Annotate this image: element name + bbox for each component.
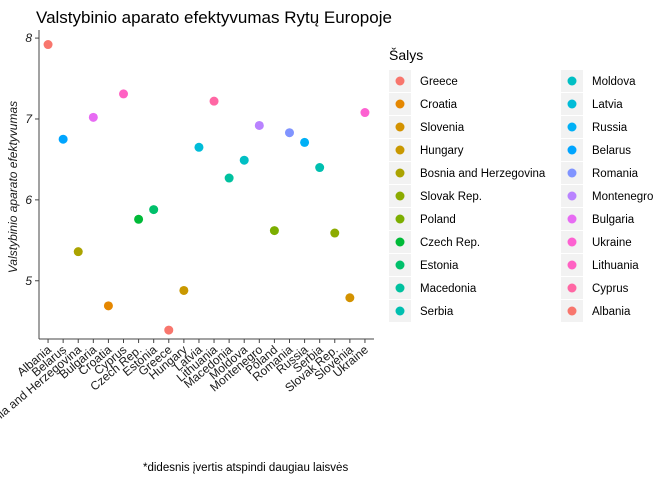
legend-label: Romania: [592, 168, 639, 180]
data-point: [194, 142, 204, 152]
legend-label: Greece: [420, 76, 458, 88]
data-point: [360, 108, 370, 118]
data-point: [88, 112, 98, 122]
data-point: [330, 228, 340, 238]
y-tick-label: 8: [25, 31, 32, 45]
legend-swatch: [567, 306, 577, 316]
legend-label: Bosnia and Herzegovina: [420, 168, 546, 180]
legend-label: Belarus: [592, 145, 631, 157]
data-point: [224, 173, 234, 183]
data-point: [284, 128, 294, 138]
data-point: [315, 163, 325, 173]
legend-swatch: [395, 99, 405, 109]
legend-label: Estonia: [420, 260, 459, 272]
legend-label: Macedonia: [420, 283, 477, 295]
y-tick-label: 7: [25, 112, 33, 126]
legend-label: Croatia: [420, 99, 458, 111]
legend-label: Montenegro: [592, 191, 653, 203]
legend-swatch: [395, 168, 405, 178]
data-point: [134, 214, 144, 224]
legend-swatch: [567, 191, 577, 201]
data-point: [149, 205, 159, 215]
data-point: [164, 325, 174, 335]
legend-swatch: [395, 145, 405, 155]
chart-caption: *didesnis įvertis atspindi daugiau laisv…: [143, 462, 348, 474]
legend-swatch: [395, 214, 405, 224]
data-point: [58, 134, 68, 144]
chart-title: Valstybinio aparato efektyvumas Rytų Eur…: [36, 8, 392, 27]
legend-swatch: [395, 306, 405, 316]
legend-swatch: [395, 191, 405, 201]
legend-swatch: [567, 122, 577, 132]
legend-label: Slovak Rep.: [420, 191, 482, 203]
legend-swatch: [567, 76, 577, 86]
data-point: [103, 301, 113, 311]
legend-title: Šalys: [389, 47, 423, 63]
legend-label: Poland: [420, 214, 456, 226]
legend-label: Slovenia: [420, 122, 465, 134]
data-point: [254, 120, 264, 130]
data-points: [43, 40, 370, 335]
legend-label: Moldova: [592, 76, 636, 88]
legend-swatch: [567, 145, 577, 155]
legend-label: Serbia: [420, 306, 454, 318]
data-point: [119, 89, 129, 99]
legend-swatch: [395, 122, 405, 132]
y-axis-title: Valstybinio aparato efektyvumas: [6, 101, 20, 273]
data-point: [73, 247, 83, 257]
data-point: [43, 40, 53, 50]
legend-swatch: [567, 283, 577, 293]
legend-label: Lithuania: [592, 260, 639, 272]
legend-label: Czech Rep.: [420, 237, 480, 249]
legend-swatch: [567, 168, 577, 178]
legend-label: Bulgaria: [592, 214, 635, 226]
data-point: [269, 226, 279, 236]
data-point: [300, 137, 310, 147]
legend-swatch: [395, 260, 405, 270]
y-ticks: 5 6 7 8: [25, 31, 39, 288]
legend-label: Ukraine: [592, 237, 632, 249]
legend-label: Albania: [592, 306, 631, 318]
legend-swatch: [567, 214, 577, 224]
legend-label: Cyprus: [592, 283, 629, 295]
data-point: [345, 293, 355, 303]
legend-label: Hungary: [420, 145, 464, 157]
legend-label: Russia: [592, 122, 628, 134]
legend-label: Latvia: [592, 99, 623, 111]
y-tick-label: 5: [25, 274, 32, 288]
legend-swatch: [395, 76, 405, 86]
data-point: [239, 155, 249, 165]
y-tick-label: 6: [25, 193, 32, 207]
data-point: [209, 96, 219, 106]
legend-swatch: [567, 260, 577, 270]
legend-swatch: [567, 237, 577, 247]
legend-swatch: [395, 237, 405, 247]
legend-swatch: [395, 283, 405, 293]
legend-swatch: [567, 99, 577, 109]
data-point: [179, 285, 189, 295]
legend: Šalys Greece Croatia Slovenia Hungary Bosnia…: [389, 47, 653, 322]
